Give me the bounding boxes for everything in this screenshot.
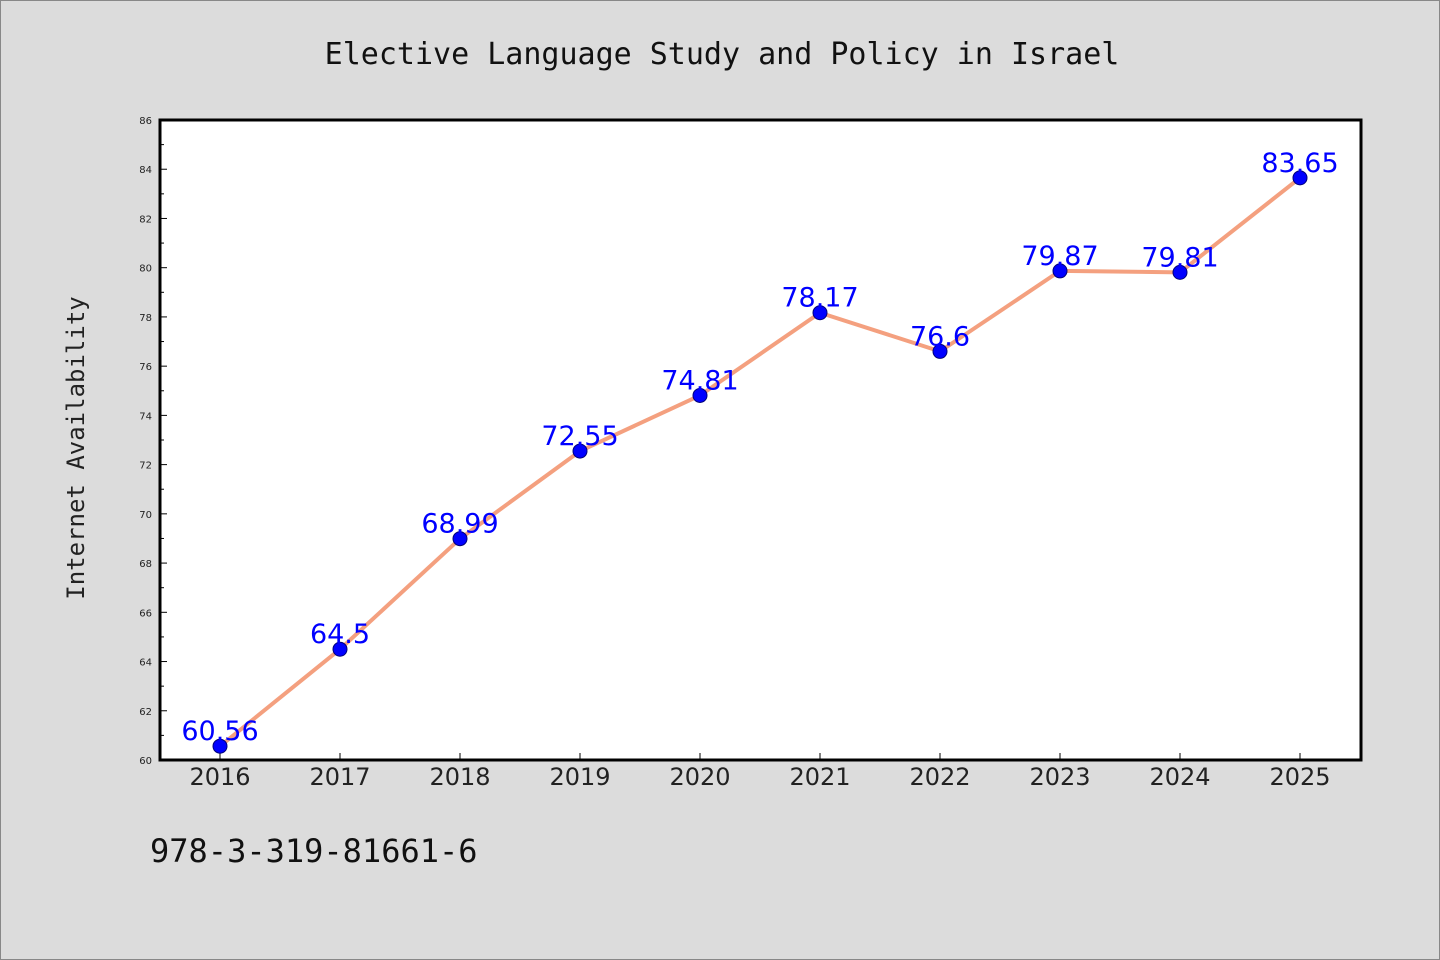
- series-layer: [212, 170, 1308, 754]
- x-tick-label: 2017: [309, 763, 370, 791]
- data-point-marker: [812, 305, 828, 321]
- x-tick-label: 2025: [1269, 763, 1330, 791]
- y-tick-label: 86: [139, 116, 152, 127]
- data-point-marker: [1172, 264, 1188, 280]
- y-tick-label: 68: [139, 559, 152, 570]
- data-label: 74.81: [661, 365, 738, 396]
- data-point-marker: [572, 443, 588, 459]
- data-point-marker: [332, 641, 348, 657]
- x-tick-label: 2019: [549, 763, 610, 791]
- y-tick-label: 64: [139, 658, 152, 669]
- y-tick-label: 80: [139, 264, 152, 275]
- x-tick-label: 2016: [189, 763, 250, 791]
- x-tick-label: 2021: [789, 763, 850, 791]
- x-tick-label: 2022: [909, 763, 970, 791]
- x-tick-label: 2018: [429, 763, 490, 791]
- y-tick-label: 66: [139, 608, 152, 619]
- y-tick-label: 74: [139, 411, 152, 422]
- data-label: 60.56: [181, 716, 258, 747]
- x-tick-label: 2020: [669, 763, 730, 791]
- y-axis-ticks: 60 62 64 66 68 70 72 74 76 78 80 82 84 86: [139, 116, 167, 767]
- y-tick-label: 84: [139, 165, 152, 176]
- y-tick-label: 60: [139, 756, 152, 767]
- data-point-marker: [692, 387, 708, 403]
- y-tick-label: 78: [139, 313, 152, 324]
- data-label: 79.87: [1021, 241, 1098, 272]
- isbn-footer: 978-3-319-81661-6: [150, 832, 478, 870]
- y-tick-label: 82: [139, 214, 152, 225]
- y-tick-label: 70: [139, 510, 152, 521]
- chart-title: Elective Language Study and Policy in Is…: [325, 37, 1120, 72]
- x-axis-ticks: 2016 2017 2018 2019 2020 2021 2022 2023 2024 2025: [189, 753, 1331, 791]
- data-point-marker: [212, 738, 228, 754]
- data-label: 78.17: [781, 283, 858, 314]
- data-label: 68.99: [421, 509, 498, 540]
- y-tick-label: 76: [139, 362, 152, 373]
- y-tick-label: 62: [139, 707, 152, 718]
- data-label: 83.65: [1261, 148, 1338, 179]
- y-axis-label: Internet Availability: [62, 296, 90, 599]
- series-line: [218, 175, 1302, 749]
- data-label: 79.81: [1141, 242, 1218, 273]
- data-label: 64.5: [310, 619, 370, 650]
- plot-area: [158, 118, 1363, 762]
- x-tick-label: 2024: [1149, 763, 1210, 791]
- x-tick-label: 2023: [1029, 763, 1090, 791]
- data-point-marker: [932, 343, 948, 359]
- data-labels: 60.56 64.5 68.99 72.55 74.81 78.17 76.6 79.87 79…: [181, 148, 1338, 747]
- data-point-marker: [452, 531, 468, 547]
- data-point-marker: [1052, 263, 1068, 279]
- data-point-marker: [1292, 170, 1308, 186]
- data-label: 76.6: [910, 321, 970, 352]
- data-label: 72.55: [541, 421, 618, 452]
- y-tick-label: 72: [139, 461, 152, 472]
